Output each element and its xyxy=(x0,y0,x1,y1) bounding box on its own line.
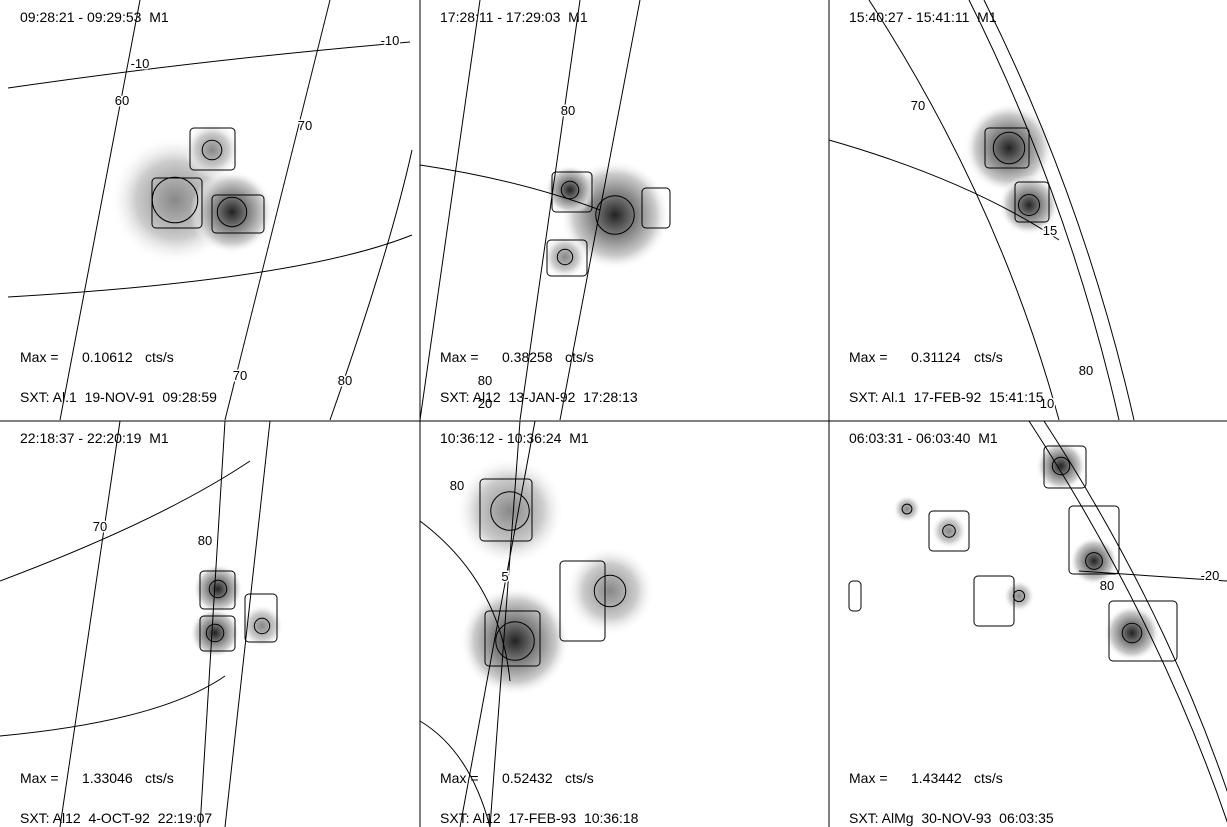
grid-label: -10 xyxy=(381,33,400,48)
max-line: Max = 1.43442 cts/s xyxy=(849,770,1003,786)
max-unit: cts/s xyxy=(145,349,174,365)
max-max_label: Max = xyxy=(20,349,59,365)
max-line: Max = 1.33046 cts/s xyxy=(20,770,174,786)
max-max_label: Max = xyxy=(849,770,888,786)
panel-footer: SXT: Al12 4-OCT-92 22:19:07 xyxy=(20,810,212,826)
grid-label: 80 xyxy=(478,373,492,388)
max-max: 0.52432 xyxy=(502,770,553,786)
max-unit: cts/s xyxy=(145,770,174,786)
grid-label: 70 xyxy=(233,368,247,383)
panel-header: 06:03:31 - 06:03:40 M1 xyxy=(849,430,998,446)
grid-curve xyxy=(0,461,250,581)
panel-header: 17:28:11 - 17:29:03 M1 xyxy=(440,9,588,25)
grid-label: 70 xyxy=(93,519,107,534)
grid-label: 80 xyxy=(198,533,212,548)
max-line: Max = 0.10612 cts/s xyxy=(20,349,174,365)
max-unit: cts/s xyxy=(974,349,1003,365)
grid-label: 80 xyxy=(1079,363,1093,378)
panel-header: 09:28:21 - 09:29:53 M1 xyxy=(20,9,169,25)
max-max_label: Max = xyxy=(849,349,888,365)
intensity-blob xyxy=(543,235,587,279)
grid-label: 5 xyxy=(501,569,508,584)
intensity-blob xyxy=(931,513,967,549)
max-line: Max = 0.52432 cts/s xyxy=(440,770,594,786)
intensity-blob xyxy=(1104,605,1160,661)
max-unit: cts/s xyxy=(565,349,594,365)
intensity-blob xyxy=(190,170,274,254)
panel: 7015801015:40:27 - 15:41:11 M1Max =0.311… xyxy=(829,0,1134,420)
panel: 80 -20 06:03:31 - 06:03:40 M1 Max = 1.43442 c… xyxy=(849,421,1227,827)
panel-footer: SXT: Al12 13-JAN-92 17:28:13 xyxy=(440,389,638,405)
contour xyxy=(849,581,861,611)
panel-footer: SXT: Al12 17-FEB-93 10:36:18 xyxy=(440,810,639,826)
max-max: 1.33046 xyxy=(82,770,133,786)
max-line: Max = 0.31124 cts/s xyxy=(849,349,1003,365)
grid-curve xyxy=(0,676,225,736)
panel-footer: SXT: Al.1 19-NOV-91 09:28:59 xyxy=(20,389,217,405)
grid-label: 15 xyxy=(1043,223,1057,238)
intensity-blob xyxy=(565,546,655,636)
intensity-blob xyxy=(460,586,570,696)
grid-label: 60 xyxy=(115,93,129,108)
grid-label: 80 xyxy=(1100,578,1114,593)
max-max_label: Max = xyxy=(440,349,479,365)
grid-label: -20 xyxy=(1201,568,1220,583)
grid-label: 80 xyxy=(561,103,575,118)
figure: -10 60 70 -10 70 80 09:28:21 - 09:29:53 M1 Max … xyxy=(0,0,1227,827)
max-max: 0.10612 xyxy=(82,349,133,365)
grid-label: 80 xyxy=(450,478,464,493)
grid-label: 70 xyxy=(298,118,312,133)
panel-header: 15:40:27 - 15:41:11 M1 xyxy=(849,9,997,25)
max-max_label: Max = xyxy=(20,770,59,786)
grid-label: -10 xyxy=(131,56,150,71)
intensity-blob xyxy=(893,495,921,523)
panel: -10 60 70 -10 70 80 09:28:21 - 09:29:53 M1 Max … xyxy=(8,0,412,420)
intensity-blob xyxy=(455,456,565,566)
grid-curve xyxy=(8,42,410,88)
intensity-blob xyxy=(1003,580,1035,612)
panel: 70 80 22:18:37 - 22:20:19 M1 Max = 1.33046 ct… xyxy=(0,421,284,827)
panel-header: 22:18:37 - 22:20:19 M1 xyxy=(20,430,169,446)
max-max_label: Max = xyxy=(440,770,479,786)
panel-footer: SXT: Al.1 17-FEB-92 15:41:15 xyxy=(849,389,1044,405)
max-max: 1.43442 xyxy=(911,770,962,786)
grid-label: 70 xyxy=(911,98,925,113)
grid-curve xyxy=(60,421,120,827)
panel-header: 10:36:12 - 10:36:24 M1 xyxy=(440,430,589,446)
grid-label: 80 xyxy=(338,373,352,388)
panel: 80 5 10:36:12 - 10:36:24 M1 Max = 0.52432 cts… xyxy=(420,421,655,827)
max-max: 0.38258 xyxy=(502,349,553,365)
max-max: 0.31124 xyxy=(911,349,961,365)
max-unit: cts/s xyxy=(974,770,1003,786)
panel-footer: SXT: AlMg 30-NOV-93 06:03:35 xyxy=(849,810,1054,826)
max-unit: cts/s xyxy=(565,770,594,786)
max-line: Max = 0.38258 cts/s xyxy=(440,349,594,365)
